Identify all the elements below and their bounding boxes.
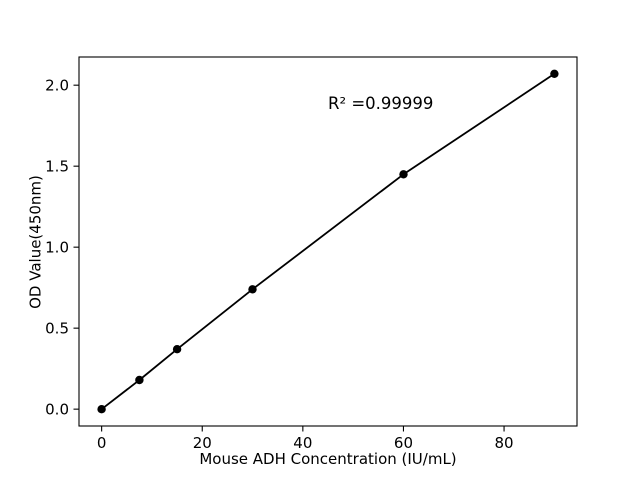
standard-curve-line (100, 72, 556, 411)
data-point-marker (172, 345, 182, 354)
data-point-marker (248, 285, 257, 294)
x-axis-tick-label: 60 (394, 434, 413, 452)
x-axis-label: Mouse ADH Concentration (IU/mL) (199, 450, 457, 468)
data-point-marker (550, 69, 559, 79)
data-point-marker (97, 405, 106, 414)
y-axis-tick-label: 2.0 (45, 76, 69, 94)
data-point-marker (135, 375, 144, 385)
y-axis-tick-label: 1.5 (45, 157, 69, 175)
plot-border (78, 56, 578, 427)
y-axis-tick-label: 1.0 (45, 238, 69, 256)
y-axis-tick-label: 0.5 (45, 319, 69, 337)
x-axis-tick-label: 20 (193, 434, 212, 452)
y-axis-label: OD Value(450nm) (26, 175, 45, 309)
x-axis-tick-label: 40 (293, 434, 312, 452)
data-point-marker (399, 170, 408, 179)
x-axis-tick-label: 80 (495, 434, 514, 452)
y-axis-tick-label: 0.0 (45, 400, 69, 418)
x-axis-tick-label: 0 (97, 434, 107, 452)
r-squared-annotation: R² =0.99999 (328, 94, 434, 113)
